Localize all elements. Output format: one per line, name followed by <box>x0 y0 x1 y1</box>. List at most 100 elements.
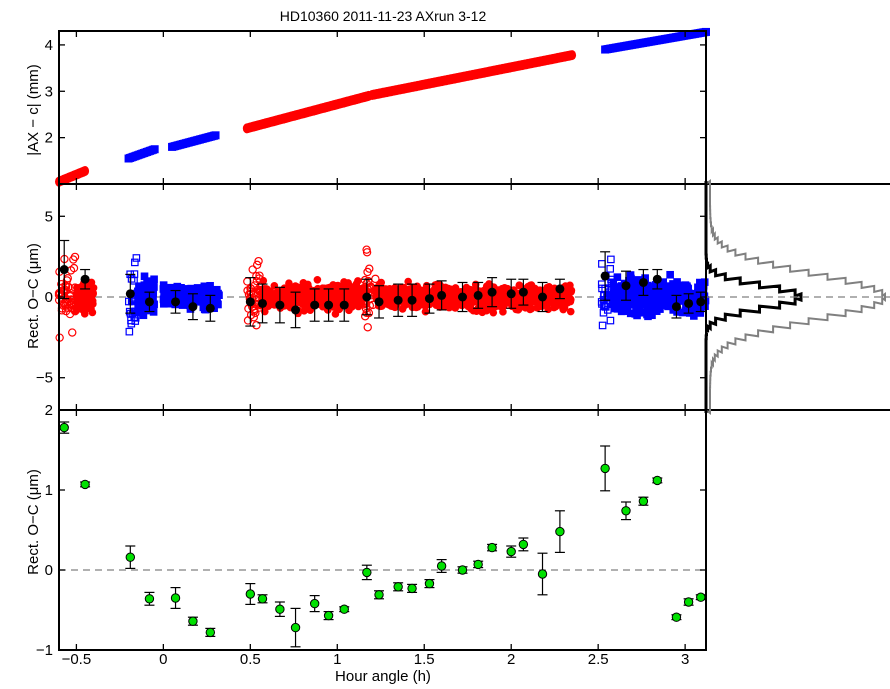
raw-point-4-208 <box>213 290 222 298</box>
binned-point-13 <box>339 604 349 614</box>
raw-point-10-369 <box>640 284 649 293</box>
raw-point-8-629 <box>487 300 496 309</box>
xtick-label-7: 3 <box>681 651 689 668</box>
raw-point-4-167 <box>160 300 168 308</box>
separation-point-2-28 <box>211 131 220 140</box>
raw-point-10-347 <box>645 294 653 302</box>
raw-point-10-311 <box>675 281 683 290</box>
raw-point-8-580 <box>566 281 574 290</box>
raw-point-10-362 <box>680 281 689 290</box>
raw-binned-point-8 <box>257 298 267 308</box>
xtick-label-2: 0.5 <box>240 651 261 668</box>
x-axis-label: Hour angle (h) <box>335 668 431 685</box>
raw-binned-point-21 <box>473 290 483 300</box>
panel-frame-binned <box>58 409 707 651</box>
raw-point-6-404 <box>332 281 341 290</box>
raw-point-4-199 <box>192 285 201 294</box>
raw-point-10-368 <box>632 304 641 312</box>
raw-point-6-108 <box>344 279 352 287</box>
raw-point-3-28 <box>143 279 151 288</box>
raw-point-10-364 <box>638 300 647 309</box>
raw-binned-point-27 <box>600 271 610 281</box>
binned-point-18 <box>424 578 435 589</box>
raw-point-3-55 <box>143 293 152 301</box>
raw-point-8-769 <box>449 294 458 303</box>
binned-point-12 <box>323 610 334 621</box>
raw-point-3-30 <box>133 308 142 317</box>
raw-point-10-220 <box>673 308 681 316</box>
raw-binned-point-12 <box>324 300 334 310</box>
raw-point-9-14 <box>606 316 615 325</box>
raw-point-3-69 <box>149 280 158 289</box>
binned-point-5 <box>188 616 198 626</box>
raw-point-8-745 <box>418 300 427 309</box>
binned-point-29 <box>638 496 649 506</box>
raw-point-10-320 <box>623 307 631 316</box>
binned-point-9 <box>275 604 285 614</box>
raw-point-10-0 <box>666 270 674 279</box>
binned-point-22 <box>487 542 497 553</box>
raw-point-8-726 <box>412 303 420 312</box>
raw-point-10-370 <box>700 278 709 286</box>
raw-point-3-68 <box>142 286 151 295</box>
raw-point-1-68 <box>80 295 88 303</box>
raw-point-8-632 <box>376 280 384 289</box>
raw-point-4-198 <box>187 292 196 301</box>
binned-point-15 <box>374 590 384 600</box>
binned-point-27 <box>600 463 610 474</box>
binned-point-23 <box>506 546 516 557</box>
ylabel-separation: |AX − c| (mm) <box>25 64 42 156</box>
raw-point-8-789 <box>516 295 524 304</box>
raw-point-4-202 <box>162 284 170 292</box>
raw-point-6-403 <box>289 293 298 302</box>
raw-point-6-397 <box>301 282 309 291</box>
raw-binned-point-14 <box>362 292 372 302</box>
binned-point-26 <box>555 526 565 537</box>
raw-point-8-770 <box>533 303 542 312</box>
raw-point-0-29 <box>69 263 79 273</box>
raw-point-8-761 <box>388 302 397 310</box>
raw-binned-point-2 <box>125 289 135 299</box>
raw-point-8-720 <box>374 291 382 300</box>
binned-point-7 <box>245 589 256 599</box>
plot-layer: 2 3 4 −5 0 5 −1 0 1 2 −0.5 0 0.5 1 1.5 2 2.5 3 <box>36 27 890 668</box>
raw-point-8-783 <box>497 289 506 298</box>
raw-binned-point-26 <box>555 284 565 294</box>
raw-point-10-323 <box>662 289 671 297</box>
panel-frame-separation <box>58 30 707 185</box>
ylabel-binned: Rect. O−C (μm) <box>25 469 42 575</box>
raw-point-6-405 <box>303 298 312 307</box>
raw-point-5-38 <box>252 271 261 281</box>
raw-binned-point-13 <box>339 300 349 310</box>
raw-point-3-44 <box>134 300 142 309</box>
binned-point-3 <box>144 594 155 604</box>
raw-binned-point-10 <box>291 305 301 315</box>
ylabel-raw: Rect. O−C (μm) <box>25 243 42 349</box>
panel-separation: 2 3 4 <box>45 27 710 187</box>
raw-binned-point-16 <box>393 295 403 305</box>
raw-point-6-377 <box>259 276 268 285</box>
raw-point-10-345 <box>628 279 637 288</box>
raw-point-0-40 <box>69 255 78 264</box>
raw-binned-point-29 <box>638 277 648 287</box>
raw-point-10-269 <box>636 308 644 317</box>
raw-binned-point-0 <box>59 265 69 275</box>
raw-point-2-19 <box>131 258 139 267</box>
separation-point-0-16 <box>81 166 90 177</box>
raw-point-8-689 <box>431 281 439 289</box>
binned-point-17 <box>407 583 417 594</box>
raw-point-8-645 <box>552 302 560 310</box>
raw-binned-point-18 <box>424 294 434 304</box>
raw-point-1-69 <box>87 299 95 307</box>
binned-point-33 <box>696 592 706 602</box>
raw-point-3-32 <box>150 275 158 284</box>
xtick-label-1: 0 <box>159 651 167 668</box>
raw-point-2-21 <box>125 327 134 336</box>
binned-point-1 <box>80 479 90 490</box>
raw-point-2-16 <box>125 307 134 316</box>
binned-point-30 <box>652 475 663 486</box>
raw-point-10-359 <box>608 296 617 305</box>
raw-point-4-209 <box>205 288 214 296</box>
histogram-outer <box>705 179 886 415</box>
